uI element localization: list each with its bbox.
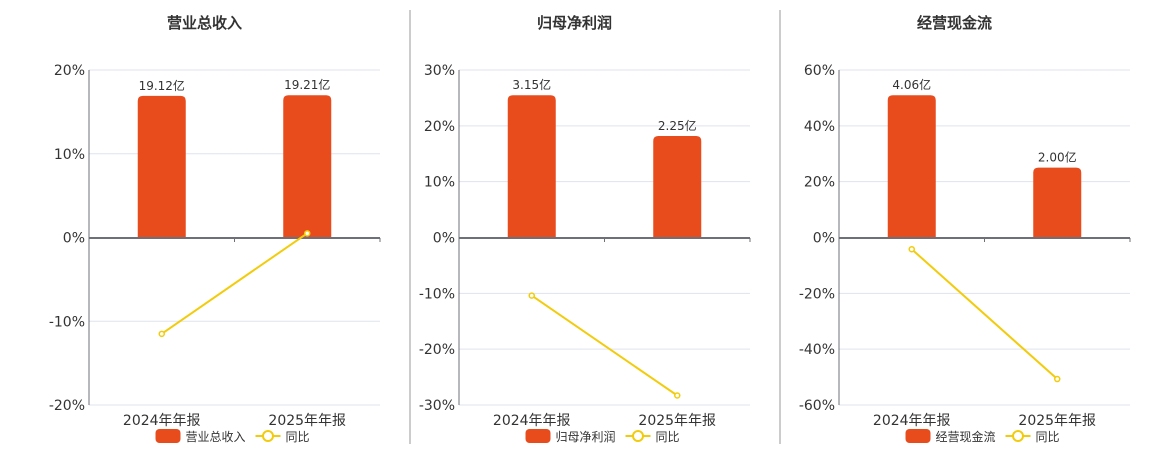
y-tick-label: -10% [49, 314, 85, 330]
chart-title: 经营现金流 [917, 14, 992, 32]
y-tick-label: 10% [54, 147, 85, 163]
y-tick-label: 40% [804, 119, 835, 135]
chart-panel-2: 归母净利润 30% 20% 10% 0% -10% -20% -30% 3.15亿 2024年年报… [419, 14, 751, 444]
bar [507, 95, 556, 238]
bar-data-label: 19.12亿 [139, 78, 185, 93]
y-tick-label: -20% [799, 286, 835, 302]
y-tick-label: 10% [424, 175, 455, 191]
y-tick-label: 20% [424, 119, 455, 135]
y-tick-label: 30% [424, 63, 455, 79]
bar-data-label: 19.21亿 [284, 77, 330, 92]
x-tick-label: 2024年年报 [493, 413, 571, 429]
x-tick-label: 2025年年报 [1018, 413, 1096, 429]
legend-bar-label: 经营现金流 [936, 429, 996, 444]
yoy-point [304, 230, 311, 237]
legend-bar-swatch [525, 429, 551, 443]
legend-line-marker [1012, 430, 1024, 442]
bar-data-label: 2.25亿 [658, 118, 697, 133]
yoy-point [908, 245, 915, 253]
chart-title: 营业总收入 [167, 14, 242, 32]
bar [653, 136, 702, 238]
chart-panel-3: 经营现金流 60% 40% 20% 0% -20% -40% -60% 4.06亿 2024年年报… [799, 14, 1131, 444]
legend-line-marker [632, 430, 644, 442]
y-tick-label: -10% [419, 286, 455, 302]
bar [887, 95, 936, 238]
x-tick-label: 2025年年报 [268, 413, 346, 429]
chart-panel-1: 营业总收入 20% 10% 0% -10% -20% 19.12亿 2024年年报 19.21亿… [49, 14, 381, 444]
x-tick-label: 2025年年报 [638, 413, 716, 429]
y-tick-label: 20% [54, 63, 85, 79]
chart-title: 归母净利润 [537, 14, 612, 32]
legend-bar-swatch [155, 429, 181, 443]
x-tick-label: 2024年年报 [873, 413, 951, 429]
legend-bar-label: 营业总收入 [186, 430, 246, 444]
yoy-point [1054, 375, 1061, 383]
y-tick-label: 60% [804, 63, 835, 79]
yoy-line [531, 294, 678, 397]
y-tick-label: 20% [804, 175, 835, 191]
y-tick-label: -20% [419, 342, 455, 358]
y-tick-label: 0% [813, 231, 835, 247]
yoy-point [674, 392, 681, 399]
yoy-line [911, 248, 1058, 380]
legend-line-marker [262, 430, 274, 442]
y-tick-label: -30% [419, 398, 455, 414]
legend-bar-swatch [905, 429, 931, 443]
legend-line-label: 同比 [1036, 430, 1060, 444]
bar-data-label: 3.15亿 [512, 77, 551, 92]
bar-data-label: 4.06亿 [892, 77, 931, 92]
bar-data-label: 2.00亿 [1038, 150, 1077, 165]
bar [137, 95, 186, 239]
yoy-line [161, 232, 308, 335]
legend-line-label: 同比 [656, 430, 680, 444]
y-tick-label: 0% [63, 231, 85, 247]
y-tick-label: 0% [433, 231, 455, 247]
y-tick-label: -60% [799, 398, 835, 414]
bar [283, 95, 332, 238]
y-tick-label: -40% [799, 342, 835, 358]
yoy-point [528, 292, 535, 299]
x-tick-label: 2024年年报 [123, 413, 201, 429]
bar [1033, 167, 1082, 238]
legend-line-label: 同比 [286, 430, 310, 444]
legend-bar-label: 归母净利润 [556, 430, 616, 444]
y-tick-label: -20% [49, 398, 85, 414]
yoy-point [158, 330, 165, 338]
